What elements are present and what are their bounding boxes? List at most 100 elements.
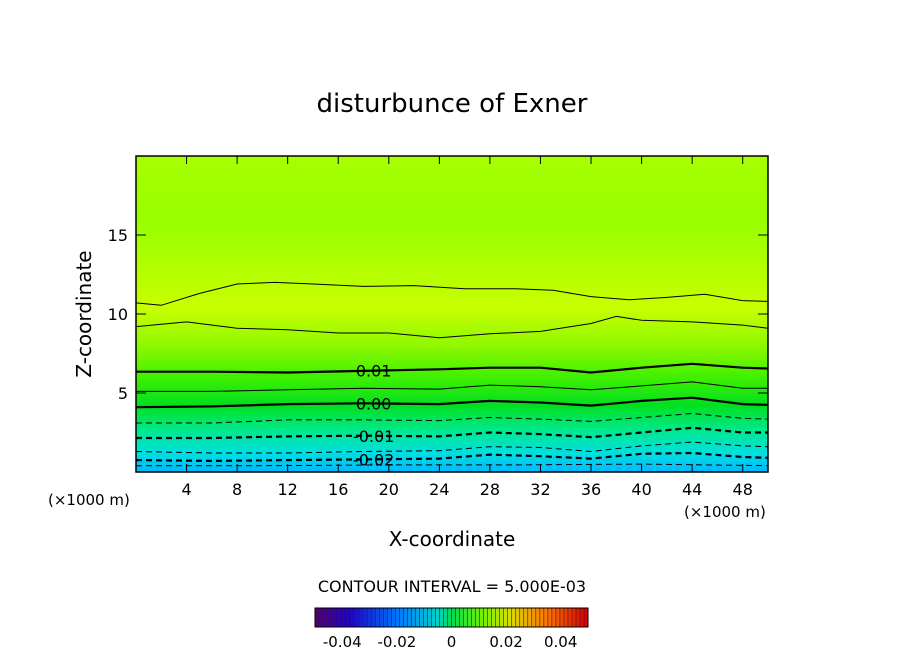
colorbar-ticks: -0.04 -0.02 0 0.02 0.04 xyxy=(323,633,578,651)
colorbar-swatch xyxy=(351,608,356,627)
y-tick-label: 5 xyxy=(118,384,128,403)
colorbar-tick-label: 0.04 xyxy=(544,633,577,651)
contour-labels: -0.02 -0.01 0.00 0.01 xyxy=(353,362,394,470)
colorbar-swatch xyxy=(367,608,372,627)
contour-line xyxy=(136,463,768,467)
colorbar-swatch xyxy=(547,608,552,627)
colorbar-swatch xyxy=(467,608,472,627)
colorbar-swatch xyxy=(383,608,388,627)
contour-label: 0.00 xyxy=(356,394,392,413)
colorbar-tick-label: 0.02 xyxy=(489,633,522,651)
x-tick-label: 36 xyxy=(581,480,601,499)
colorbar-swatch xyxy=(511,608,516,627)
colorbar-swatch xyxy=(527,608,532,627)
colorbar-swatch xyxy=(459,608,464,627)
colorbar-swatch xyxy=(495,608,500,627)
colorbar-swatch xyxy=(563,608,568,627)
colorbar-tick-label: -0.04 xyxy=(323,633,362,651)
colorbar-swatch xyxy=(419,608,424,627)
colorbar-swatch xyxy=(327,608,332,627)
colorbar-swatch xyxy=(499,608,504,627)
x-tick-label: 32 xyxy=(530,480,550,499)
colorbar-swatch xyxy=(543,608,548,627)
colorbar-swatch xyxy=(323,608,328,627)
colorbar-swatch xyxy=(559,608,564,627)
x-tick-label: 12 xyxy=(278,480,298,499)
x-tick-label: 16 xyxy=(328,480,348,499)
colorbar-swatch xyxy=(447,608,452,627)
x-tick-label: 44 xyxy=(682,480,702,499)
contour-line xyxy=(136,315,768,339)
x-tick-label: 40 xyxy=(631,480,651,499)
colorbar-swatch xyxy=(483,608,488,627)
contour-label: -0.02 xyxy=(353,450,394,469)
colorbar-swatch xyxy=(583,608,588,627)
contour-line xyxy=(136,281,768,306)
colorbar-swatch xyxy=(387,608,392,627)
colorbar-swatch xyxy=(575,608,580,627)
colorbar-swatch xyxy=(479,608,484,627)
colorbar-swatch xyxy=(491,608,496,627)
colorbar-swatch xyxy=(411,608,416,627)
x-tick-label: 4 xyxy=(181,480,191,499)
colorbar-swatch xyxy=(391,608,396,627)
plot-area: -0.02-0.010.000.01 4 8 12 16 20 24 28 32 36 40 44 4… xyxy=(108,155,769,499)
contour-line xyxy=(136,362,768,374)
colorbar-swatch xyxy=(375,608,380,627)
colorbar: -0.04 -0.02 0 0.02 0.04 xyxy=(314,607,589,651)
colorbar-swatch xyxy=(359,608,364,627)
colorbar-swatch xyxy=(579,608,584,627)
y-tick-label: 15 xyxy=(108,226,128,245)
colorbar-swatch xyxy=(315,608,320,627)
colorbar-swatch xyxy=(551,608,556,627)
colorbar-swatch xyxy=(423,608,428,627)
colorbar-tick-label: -0.02 xyxy=(377,633,416,651)
contour-line xyxy=(136,396,768,409)
colorbar-swatch xyxy=(519,608,524,627)
colorbar-swatch xyxy=(567,608,572,627)
colorbar-swatch xyxy=(535,608,540,627)
colorbar-swatch xyxy=(331,608,336,627)
y-tick-label: 10 xyxy=(108,305,128,324)
colorbar-swatch xyxy=(439,608,444,627)
colorbar-swatch xyxy=(539,608,544,627)
colorbar-swatch xyxy=(371,608,376,627)
colorbar-swatch xyxy=(451,608,456,627)
colorbar-swatch xyxy=(487,608,492,627)
contour-label: 0.01 xyxy=(356,362,392,381)
colorbar-swatch xyxy=(395,608,400,627)
colorbar-swatch xyxy=(347,608,352,627)
x-tick-label: 48 xyxy=(733,480,753,499)
contour-line xyxy=(136,412,768,424)
colorbar-swatch xyxy=(339,608,344,627)
x-tick-label: 24 xyxy=(429,480,449,499)
colorbar-stripes xyxy=(314,608,588,627)
colorbar-swatch xyxy=(379,608,384,627)
colorbar-swatch xyxy=(531,608,536,627)
colorbar-swatch xyxy=(403,608,408,627)
colorbar-swatch xyxy=(463,608,468,627)
colorbar-swatch xyxy=(435,608,440,627)
colorbar-swatch xyxy=(427,608,432,627)
colorbar-tick-label: 0 xyxy=(447,633,457,651)
colorbar-swatch xyxy=(523,608,528,627)
x-tick-label: 20 xyxy=(379,480,399,499)
colorbar-swatch xyxy=(407,608,412,627)
colorbar-swatch xyxy=(335,608,340,627)
field-fill xyxy=(136,156,768,472)
contour-interval-text: CONTOUR INTERVAL = 5.000E-03 xyxy=(318,577,586,596)
x-tick-label: 8 xyxy=(232,480,242,499)
x-axis-label: X-coordinate xyxy=(389,527,516,551)
colorbar-swatch xyxy=(343,608,348,627)
colorbar-swatch xyxy=(399,608,404,627)
x-unit-left: (×1000 m) xyxy=(48,491,130,509)
colorbar-swatch xyxy=(415,608,420,627)
colorbar-frame xyxy=(314,607,589,628)
contour-line xyxy=(136,381,768,392)
colorbar-swatch xyxy=(507,608,512,627)
colorbar-swatch xyxy=(475,608,480,627)
colorbar-swatch xyxy=(555,608,560,627)
colorbar-swatch xyxy=(355,608,360,627)
colorbar-swatch xyxy=(503,608,508,627)
